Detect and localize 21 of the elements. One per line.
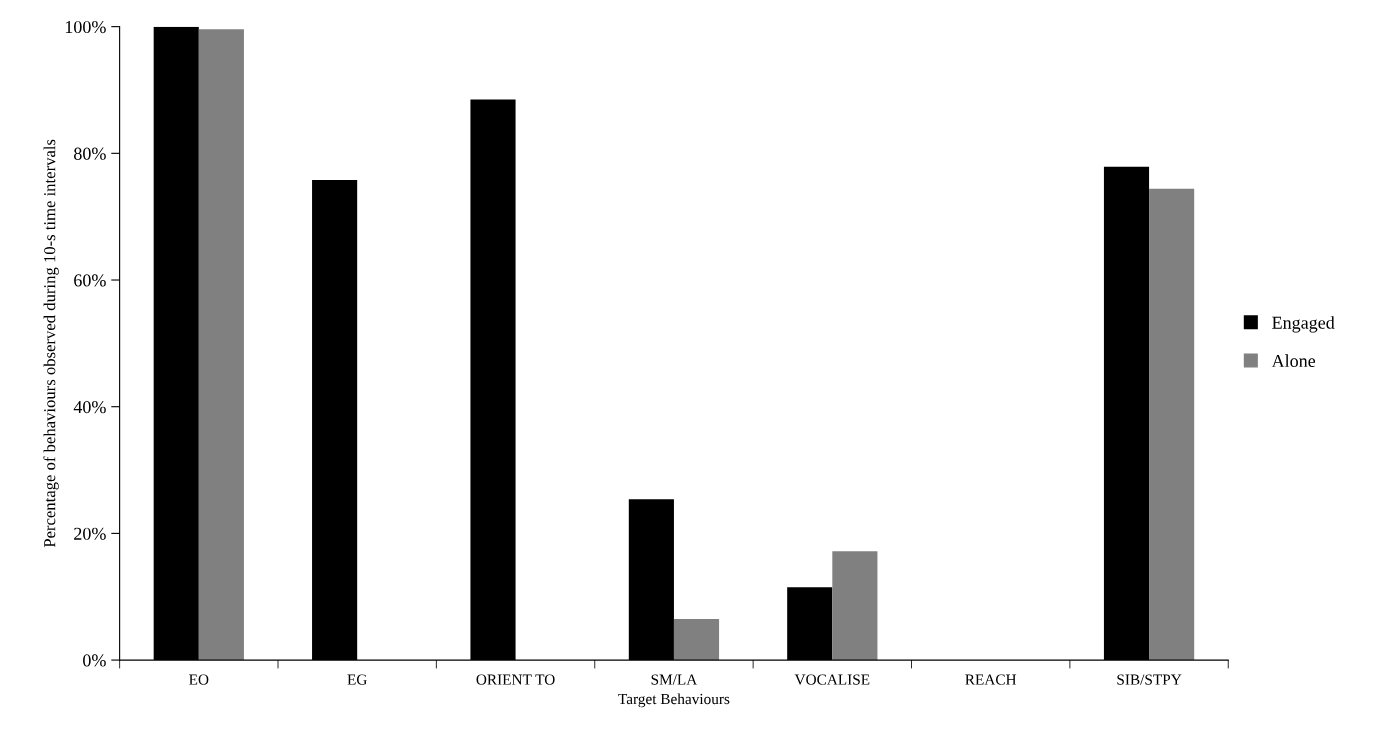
bar: [832, 551, 878, 661]
y-tick-label: 0%: [83, 654, 106, 667]
y-tick-label: 20%: [74, 527, 106, 540]
y-axis-title: Percentage of behaviours observed during 10-s time intervals: [43, 139, 59, 548]
x-tick-label: EG: [347, 674, 367, 685]
legend-label: Alone: [1271, 354, 1316, 368]
x-tick-label: REACH: [965, 674, 1017, 685]
x-tick-label: EO: [189, 674, 209, 685]
x-tick-label: SIB/STPY: [1117, 674, 1182, 685]
x-axis-title: Target Behaviours: [618, 693, 730, 708]
bar: [198, 29, 244, 661]
bar: [1149, 188, 1195, 661]
bar: [673, 618, 720, 661]
y-tick-label: 100%: [65, 20, 106, 34]
x-tick-label: VOCALISE: [794, 674, 870, 685]
y-tick-label: 80%: [74, 147, 106, 160]
x-tick-label: SM/LA: [651, 674, 698, 685]
y-tick-label: 60%: [74, 274, 106, 287]
y-tick-label: 40%: [73, 400, 106, 414]
legend-label: Engaged: [1272, 316, 1335, 333]
x-tick-label: ORIENT TO: [476, 674, 555, 685]
